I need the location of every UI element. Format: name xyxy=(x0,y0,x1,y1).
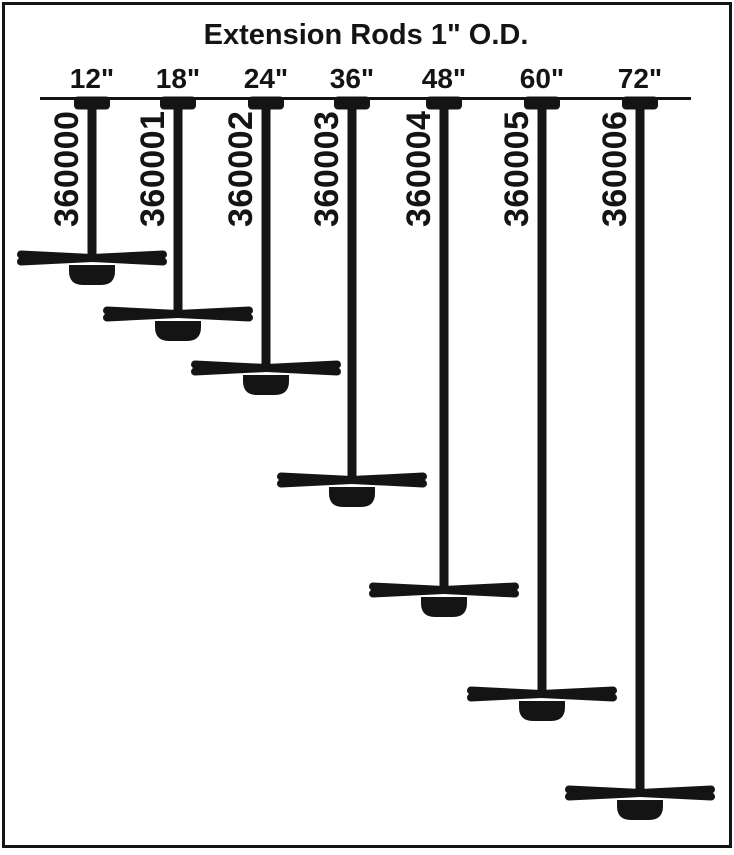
fan-blade xyxy=(277,472,427,488)
rod-assembly: 36" 360003 xyxy=(277,63,427,507)
downrod xyxy=(439,99,449,592)
rod-assembly: 60" 360005 xyxy=(467,63,617,721)
motor-housing xyxy=(421,597,467,617)
motor-housing xyxy=(329,487,375,507)
part-number-label: 360001 xyxy=(134,111,172,227)
rod-assembly: 72" 360006 xyxy=(565,63,715,820)
downrod xyxy=(87,99,97,260)
part-number-label: 360003 xyxy=(308,111,346,227)
downrod xyxy=(635,99,645,795)
part-number-label: 360000 xyxy=(48,111,86,227)
rod-length-label: 60" xyxy=(520,63,564,94)
motor-housing xyxy=(69,265,115,285)
downrod xyxy=(537,99,547,696)
rod-length-label: 24" xyxy=(244,63,288,94)
rods-layer: 12"36000018"36000124"36000236"36000348"3… xyxy=(17,63,715,820)
rod-length-label: 12" xyxy=(70,63,114,94)
downrod xyxy=(347,99,357,482)
rod-length-label: 72" xyxy=(618,63,662,94)
downrod xyxy=(173,99,183,316)
fan-blade xyxy=(103,306,253,322)
fan-blade xyxy=(565,785,715,801)
fan-blade xyxy=(369,582,519,598)
part-number-label: 360006 xyxy=(596,111,634,227)
downrod xyxy=(261,99,271,370)
rod-length-label: 18" xyxy=(156,63,200,94)
rod-assembly: 48" 360004 xyxy=(369,63,519,617)
part-number-label: 360004 xyxy=(400,111,438,227)
figure-title: Extension Rods 1" O.D. xyxy=(204,19,529,51)
fan-blade xyxy=(191,360,341,376)
fan-blade xyxy=(17,250,167,266)
rod-assembly: 24" 360002 xyxy=(191,63,341,395)
motor-housing xyxy=(617,800,663,820)
motor-housing xyxy=(155,321,201,341)
motor-housing xyxy=(519,701,565,721)
motor-housing xyxy=(243,375,289,395)
rod-length-label: 36" xyxy=(330,63,374,94)
rod-assembly: 12" 360000 xyxy=(17,63,167,285)
fan-blade xyxy=(467,686,617,702)
part-number-label: 360002 xyxy=(222,111,260,227)
rod-assembly: 18" 360001 xyxy=(103,63,253,341)
rod-length-label: 48" xyxy=(422,63,466,94)
part-number-label: 360005 xyxy=(498,111,536,227)
